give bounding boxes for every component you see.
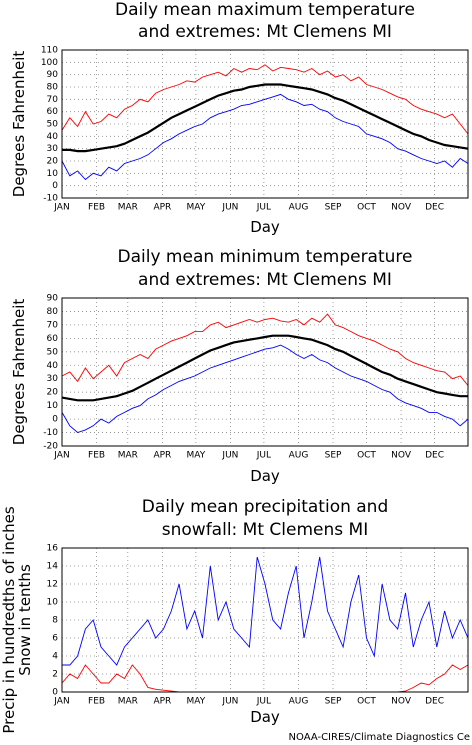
x-tick-label: JUN	[221, 203, 238, 213]
chart-title: and extremes: Mt Clemens MI	[138, 22, 392, 42]
y-tick-label: 14	[47, 562, 59, 572]
y-tick-label: 80	[47, 83, 59, 93]
y-tick-label: 60	[47, 334, 59, 344]
chart-title: and extremes: Mt Clemens MI	[138, 270, 392, 290]
y-tick-label: 12	[47, 580, 58, 590]
y-tick-label: 90	[47, 70, 59, 80]
x-tick-label: APR	[153, 203, 171, 213]
data-line	[62, 556, 469, 666]
x-tick-label: FEB	[88, 697, 105, 707]
x-tick-label: JUL	[256, 697, 271, 707]
y-tick-label: 10	[47, 401, 59, 411]
y-tick-label: 2	[52, 670, 58, 680]
x-tick-label: MAR	[118, 451, 138, 461]
x-tick-label: SEP	[325, 203, 342, 213]
y-axis-label: Precip in hundredths of inches	[0, 506, 18, 733]
y-tick-label: 8	[52, 616, 58, 626]
y-tick-label: 70	[47, 320, 59, 330]
plot-frame	[61, 297, 469, 447]
x-tick-label: FEB	[88, 451, 105, 461]
y-tick-label: 0	[52, 688, 58, 698]
y-tick-label: -10	[43, 194, 58, 204]
y-tick-label: 100	[41, 58, 58, 68]
y-tick-label: 16	[47, 544, 59, 554]
y-tick-label: 30	[47, 144, 59, 154]
x-tick-label: SEP	[325, 697, 342, 707]
y-tick-label: -20	[43, 442, 58, 452]
y-tick-label: 70	[47, 95, 59, 105]
x-tick-label: MAR	[118, 203, 138, 213]
x-tick-label: JUL	[256, 451, 271, 461]
chart-title: snowfall: Mt Clemens MI	[162, 520, 368, 540]
chart-title: Daily mean precipitation and	[142, 497, 389, 517]
x-tick-label: DEC	[425, 451, 444, 461]
y-tick-label: 110	[41, 46, 58, 56]
x-tick-label: FEB	[88, 203, 105, 213]
y-tick-label: 10	[47, 169, 59, 179]
data-line	[61, 64, 469, 135]
y-tick-label: 60	[47, 107, 59, 117]
y-tick-label: 20	[47, 388, 59, 398]
x-tick-label: APR	[153, 451, 171, 461]
x-tick-label: DEC	[425, 697, 444, 707]
x-tick-label: JUN	[221, 697, 238, 707]
y-axis-label: Degrees Fahrenheit	[10, 299, 28, 446]
x-tick-label: OCT	[357, 451, 376, 461]
x-tick-label: AUG	[289, 203, 309, 213]
x-tick-label: MAY	[186, 203, 205, 213]
x-tick-label: MAY	[186, 451, 205, 461]
data-line	[61, 93, 469, 181]
y-tick-label: 0	[52, 415, 58, 425]
y-tick-label: 4	[52, 652, 58, 662]
y-tick-label: 50	[47, 347, 59, 357]
x-tick-label: MAR	[118, 697, 138, 707]
data-line	[61, 334, 468, 402]
x-tick-label: NOV	[391, 697, 412, 707]
credit: NOAA-CIRES/Climate Diagnostics Ce	[289, 732, 470, 743]
x-axis-label: Day	[250, 708, 280, 726]
x-tick-label: AUG	[289, 697, 309, 707]
x-tick-label: MAY	[186, 697, 205, 707]
x-axis-label: Day	[250, 467, 280, 485]
data-line	[61, 344, 469, 434]
x-tick-label: NOV	[391, 451, 412, 461]
data-line	[62, 83, 469, 153]
y-tick-label: 6	[52, 634, 58, 644]
chart-title: Daily mean minimum temperature	[118, 247, 413, 267]
data-line	[61, 313, 469, 386]
y-tick-label: 30	[47, 374, 59, 384]
x-axis-label: Day	[250, 218, 280, 236]
x-tick-label: JAN	[53, 697, 69, 707]
x-tick-label: APR	[153, 697, 171, 707]
y-tick-label: 0	[52, 181, 58, 191]
y-tick-label: 40	[47, 361, 59, 371]
y-tick-label: 90	[47, 294, 59, 304]
x-tick-label: JAN	[53, 451, 69, 461]
chart-title: Daily mean maximum temperature	[115, 0, 415, 20]
x-tick-label: OCT	[357, 697, 376, 707]
x-tick-label: JUN	[221, 451, 238, 461]
y-tick-label: 10	[47, 598, 59, 608]
y-axis-label: Degrees Fahrenheit	[10, 51, 28, 198]
y-tick-label: 20	[47, 157, 59, 167]
x-tick-label: NOV	[391, 203, 412, 213]
y-tick-label: 50	[47, 120, 59, 130]
x-tick-label: JAN	[53, 203, 69, 213]
x-tick-label: SEP	[325, 451, 342, 461]
x-tick-label: OCT	[357, 203, 376, 213]
y-tick-label: 40	[47, 132, 59, 142]
x-tick-label: JUL	[256, 203, 271, 213]
plot-frame	[61, 547, 469, 693]
y-tick-label: 80	[47, 307, 59, 317]
x-tick-label: AUG	[289, 451, 309, 461]
x-tick-label: DEC	[425, 203, 444, 213]
y-axis-label: Snow in tenths	[16, 564, 34, 676]
y-tick-label: -10	[43, 428, 58, 438]
plot-frame	[61, 49, 469, 199]
